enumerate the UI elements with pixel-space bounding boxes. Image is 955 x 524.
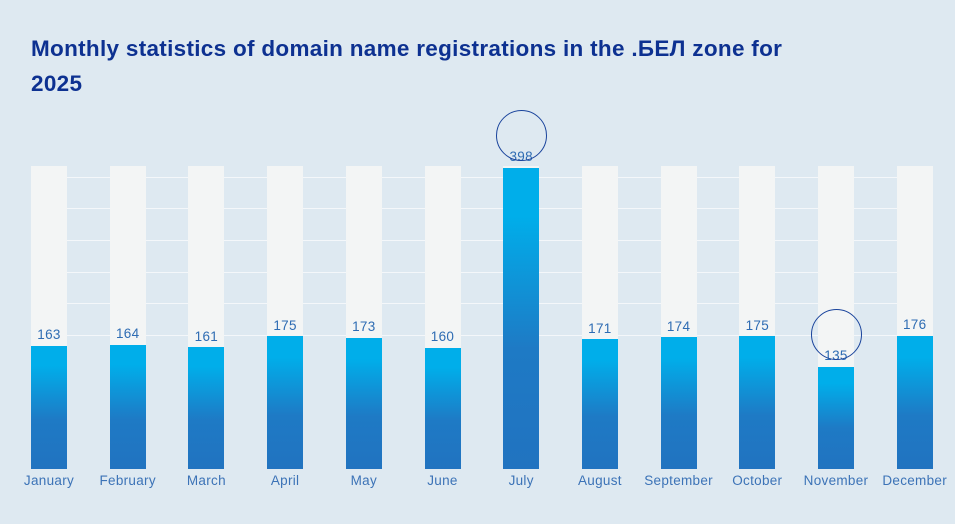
x-axis-label-january: January bbox=[23, 473, 75, 488]
bar-september bbox=[660, 337, 697, 469]
bar-january bbox=[31, 345, 67, 469]
x-axis-label-july: July bbox=[508, 473, 534, 488]
gridline bbox=[31, 239, 933, 241]
x-axis-label-may: May bbox=[350, 473, 377, 488]
bar-june bbox=[424, 347, 461, 469]
bar-value-april: 175 bbox=[273, 317, 297, 333]
bar-february bbox=[109, 344, 146, 469]
gridline bbox=[31, 208, 933, 210]
gridline bbox=[31, 335, 933, 336]
x-axis-label-august: August bbox=[577, 473, 622, 488]
x-axis-label-september: September bbox=[644, 473, 713, 488]
bar-value-october: 175 bbox=[745, 317, 770, 333]
bar-value-february: 164 bbox=[115, 326, 140, 342]
bar-october bbox=[739, 336, 776, 469]
x-axis-label-march: March bbox=[186, 473, 226, 488]
bar-march bbox=[188, 347, 225, 469]
page-title: Monthly statistics of domain name regist… bbox=[31, 36, 783, 96]
x-axis-label-november: November bbox=[803, 473, 869, 488]
gridline bbox=[31, 303, 933, 305]
bar-value-december: 176 bbox=[902, 317, 927, 333]
bar-april bbox=[267, 336, 304, 469]
bar-value-june: 160 bbox=[430, 329, 455, 345]
x-axis-label-october: October bbox=[732, 473, 783, 488]
bar-may bbox=[345, 337, 382, 469]
gridline bbox=[31, 176, 933, 178]
x-axis-label-december: December bbox=[882, 473, 948, 488]
highlight-circle-july bbox=[495, 109, 547, 161]
bar-december bbox=[896, 335, 933, 469]
gridline bbox=[31, 271, 933, 273]
bar-value-may: 173 bbox=[352, 319, 376, 335]
x-axis-label-april: April bbox=[270, 473, 300, 488]
highlight-circle-november bbox=[810, 308, 862, 360]
bar-july bbox=[503, 167, 540, 469]
bar-value-january: 163 bbox=[37, 327, 61, 343]
bar-value-march: 161 bbox=[194, 328, 219, 344]
bar-value-august: 171 bbox=[588, 320, 612, 336]
bar-august bbox=[581, 339, 618, 469]
x-axis-label-june: June bbox=[427, 473, 458, 488]
bar-value-september: 174 bbox=[666, 318, 691, 334]
x-axis-label-february: February bbox=[99, 473, 156, 488]
bar-november bbox=[818, 366, 854, 469]
